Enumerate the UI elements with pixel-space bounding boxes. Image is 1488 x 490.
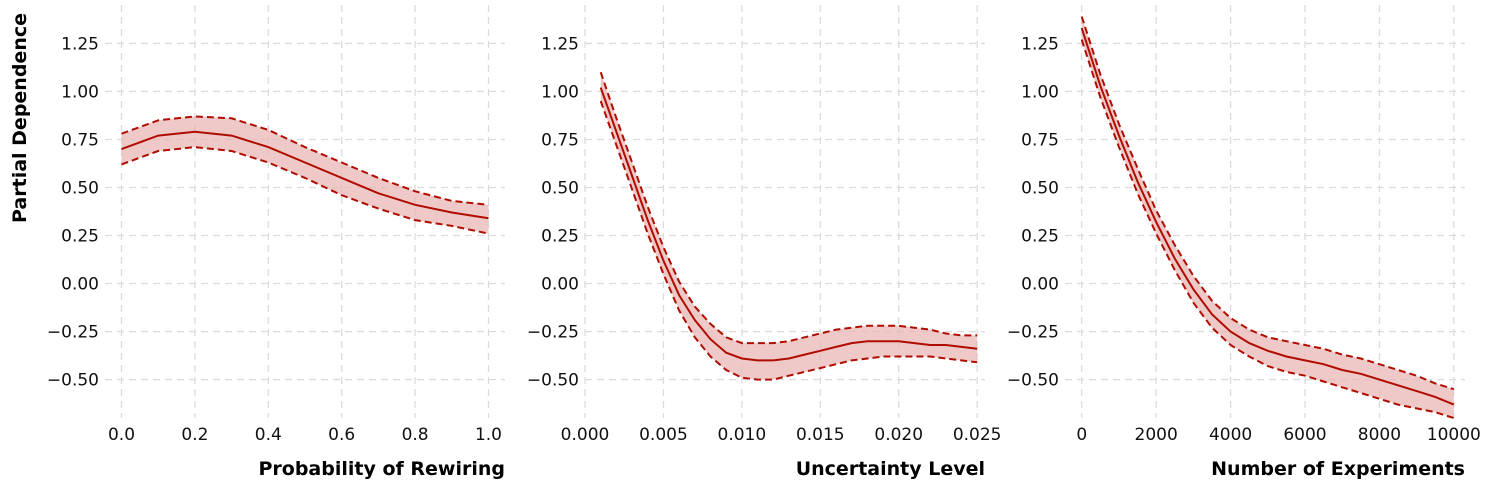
y-tick-label: 1.25 (1021, 34, 1059, 54)
y-tick-label: 0.75 (541, 130, 579, 150)
x-tick-label: 0.6 (328, 425, 355, 445)
y-tick-label: 0.25 (541, 227, 579, 247)
x-tick-label: 2000 (1135, 425, 1178, 445)
upper-bound-line (599, 71, 978, 345)
y-tick-label: 0.25 (1021, 227, 1059, 247)
y-tick-label: −0.25 (1007, 323, 1059, 343)
y-tick-label: 0.00 (541, 275, 579, 295)
subplot-1: −0.50 −0.25 0.00 0.25 0.50 0.75 1.00 1.25 0.0 0.2… (47, 5, 505, 480)
upper-bound-line (1080, 16, 1455, 391)
x-tick-label: 0.020 (874, 425, 923, 445)
x-tick-label: 0.4 (255, 425, 282, 445)
x-tick-label: 6000 (1283, 425, 1326, 445)
mean-line (1080, 27, 1455, 406)
x-tick-label: 0.025 (953, 425, 1002, 445)
y-tick-label: −0.25 (47, 323, 99, 343)
lower-bound-line (599, 100, 978, 381)
x-tick-label: 1.0 (475, 425, 502, 445)
x-tick-label: 8000 (1358, 425, 1401, 445)
x-axis-title: Uncertainty Level (796, 458, 985, 480)
y-tick-label: 1.00 (541, 82, 579, 102)
y-tick-label: −0.50 (47, 371, 99, 391)
x-tick-label: 10000 (1427, 425, 1481, 445)
x-tick-label: 0 (1076, 425, 1087, 445)
lower-bound-line (1080, 39, 1455, 419)
subplot-2: −0.50 −0.25 0.00 0.25 0.50 0.75 1.00 1.25 0.000 0… (527, 5, 1002, 480)
y-tick-label: 0.75 (61, 130, 99, 150)
lower-bound-line (121, 146, 489, 235)
y-tick-label: 0.00 (61, 275, 99, 295)
y-tick-label: 0.50 (1021, 178, 1059, 198)
mean-line (599, 87, 978, 362)
y-tick-label: 0.50 (61, 178, 99, 198)
y-tick-label: 0.25 (61, 227, 99, 247)
y-tick-label: 0.75 (1021, 130, 1059, 150)
x-tick-label: 0.2 (181, 425, 208, 445)
y-tick-label: 1.00 (1021, 82, 1059, 102)
y-axis-title: Partial Dependence (9, 13, 31, 223)
x-tick-label: 0.8 (402, 425, 429, 445)
y-tick-label: 0.00 (1021, 275, 1059, 295)
upper-bound-line (121, 115, 489, 206)
y-tick-label: −0.50 (1007, 371, 1059, 391)
confidence-band (121, 116, 489, 234)
y-tick-label: 0.50 (541, 178, 579, 198)
y-tick-label: −0.25 (527, 323, 579, 343)
subplot-3: −0.50 −0.25 0.00 0.25 0.50 0.75 1.00 1.25 0 2000 4… (1007, 5, 1481, 480)
x-tick-label: 4000 (1209, 425, 1252, 445)
y-tick-label: −0.50 (527, 371, 579, 391)
x-tick-label: 0.005 (639, 425, 688, 445)
x-tick-label: 0.015 (796, 425, 845, 445)
confidence-band (600, 72, 978, 380)
x-tick-label: 0.010 (718, 425, 767, 445)
confidence-band (1081, 16, 1454, 418)
y-tick-label: 1.00 (61, 82, 99, 102)
subplot-group: −0.50−0.250.000.250.500.751.001.250.0 0.2… (47, 5, 1481, 480)
mean-line (121, 130, 489, 220)
x-axis-title: Number of Experiments (1211, 458, 1465, 480)
y-tick-label: 1.25 (61, 34, 99, 54)
x-tick-label: 0.0 (108, 425, 135, 445)
x-axis-title: Probability of Rewiring (258, 458, 505, 480)
y-tick-label: 1.25 (541, 34, 579, 54)
x-tick-label: 0.000 (561, 425, 610, 445)
